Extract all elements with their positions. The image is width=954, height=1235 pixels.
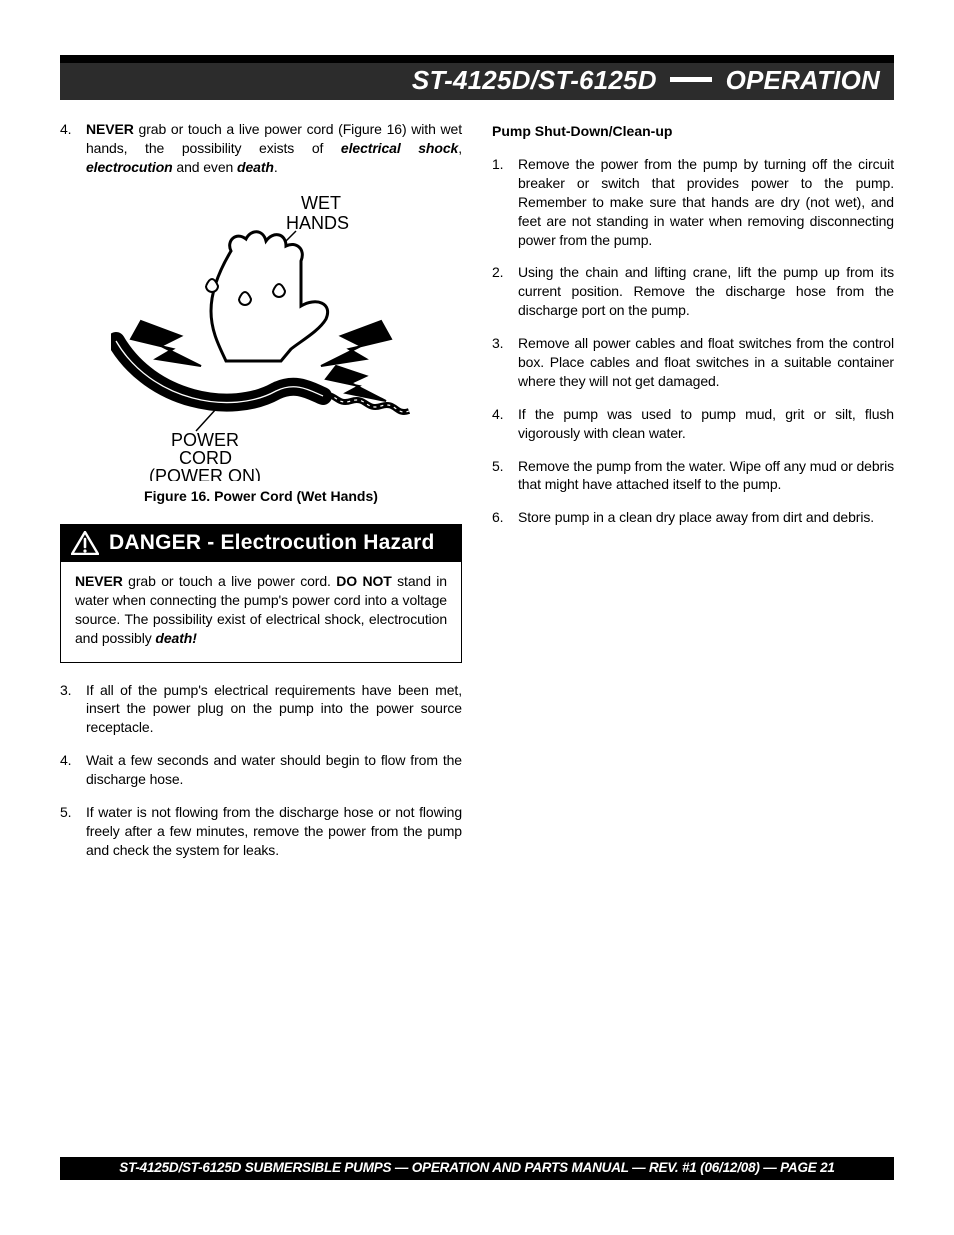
item-text: Store pump in a clean dry place away fro…: [518, 508, 894, 527]
header-title: ST-4125D/ST-6125D OPERATION: [60, 63, 894, 100]
list-item: 4. Wait a few seconds and water should b…: [60, 751, 462, 789]
item-text: Wait a few seconds and water should begi…: [86, 751, 462, 789]
header-section: OPERATION: [726, 65, 880, 95]
section-heading: Pump Shut-Down/Clean-up: [492, 122, 894, 141]
danger-header: DANGER - Electrocution Hazard: [61, 525, 461, 562]
label-power: POWER: [171, 430, 239, 450]
item-number: 6.: [492, 508, 518, 527]
item-number: 5.: [492, 457, 518, 495]
item-number: 1.: [492, 155, 518, 249]
item-text: Using the chain and lifting crane, lift …: [518, 263, 894, 320]
figure-caption: Figure 16. Power Cord (Wet Hands): [60, 487, 462, 506]
item-text: Remove the pump from the water. Wipe off…: [518, 457, 894, 495]
label-hands: HANDS: [286, 213, 349, 233]
danger-title: DANGER - Electrocution Hazard: [109, 529, 435, 557]
danger-body: NEVER grab or touch a live power cord. D…: [61, 562, 461, 662]
label-power-on: (POWER ON): [149, 466, 261, 481]
item-text: Remove all power cables and float switch…: [518, 334, 894, 391]
item-number: 2.: [492, 263, 518, 320]
figure-16: WET HANDS: [60, 191, 462, 506]
left-steps: 3. If all of the pump's electrical requi…: [60, 681, 462, 860]
item-text: If water is not flowing from the dischar…: [86, 803, 462, 860]
item-text: NEVER grab or touch a live power cord (F…: [86, 120, 462, 177]
list-item: 4. If the pump was used to pump mud, gri…: [492, 405, 894, 443]
footer-text: ST-4125D/ST-6125D SUBMERSIBLE PUMPS — OP…: [119, 1160, 834, 1175]
list-item: 1. Remove the power from the pump by tur…: [492, 155, 894, 249]
label-wet: WET: [301, 193, 341, 213]
wet-hands-illustration: WET HANDS: [111, 191, 411, 481]
item-text: If all of the pump's electrical requirem…: [86, 681, 462, 738]
right-column: Pump Shut-Down/Clean-up 1. Remove the po…: [492, 120, 894, 874]
list-item: 5. If water is not flowing from the disc…: [60, 803, 462, 860]
list-item: 6. Store pump in a clean dry place away …: [492, 508, 894, 527]
item-number: 4.: [492, 405, 518, 443]
page-header: ST-4125D/ST-6125D OPERATION: [60, 55, 894, 100]
header-top-rule: [60, 55, 894, 63]
item-text: Remove the power from the pump by turnin…: [518, 155, 894, 249]
item-text: If the pump was used to pump mud, grit o…: [518, 405, 894, 443]
warning-icon: [71, 531, 99, 555]
danger-callout: DANGER - Electrocution Hazard NEVER grab…: [60, 524, 462, 663]
list-item: 2. Using the chain and lifting crane, li…: [492, 263, 894, 320]
item-number: 3.: [492, 334, 518, 391]
item-number: 4.: [60, 120, 86, 177]
left-column: 4. NEVER grab or touch a live power cord…: [60, 120, 462, 874]
right-steps: 1. Remove the power from the pump by tur…: [492, 155, 894, 527]
warning-list: 4. NEVER grab or touch a live power cord…: [60, 120, 462, 177]
item-number: 3.: [60, 681, 86, 738]
list-item: 4. NEVER grab or touch a live power cord…: [60, 120, 462, 177]
list-item: 3. Remove all power cables and float swi…: [492, 334, 894, 391]
list-item: 3. If all of the pump's electrical requi…: [60, 681, 462, 738]
page-footer: ST-4125D/ST-6125D SUBMERSIBLE PUMPS — OP…: [60, 1157, 894, 1180]
header-model: ST-4125D/ST-6125D: [412, 65, 657, 95]
item-number: 4.: [60, 751, 86, 789]
content-columns: 4. NEVER grab or touch a live power cord…: [60, 120, 894, 874]
header-dash: [670, 77, 712, 82]
item-number: 5.: [60, 803, 86, 860]
list-item: 5. Remove the pump from the water. Wipe …: [492, 457, 894, 495]
label-cord: CORD: [179, 448, 232, 468]
